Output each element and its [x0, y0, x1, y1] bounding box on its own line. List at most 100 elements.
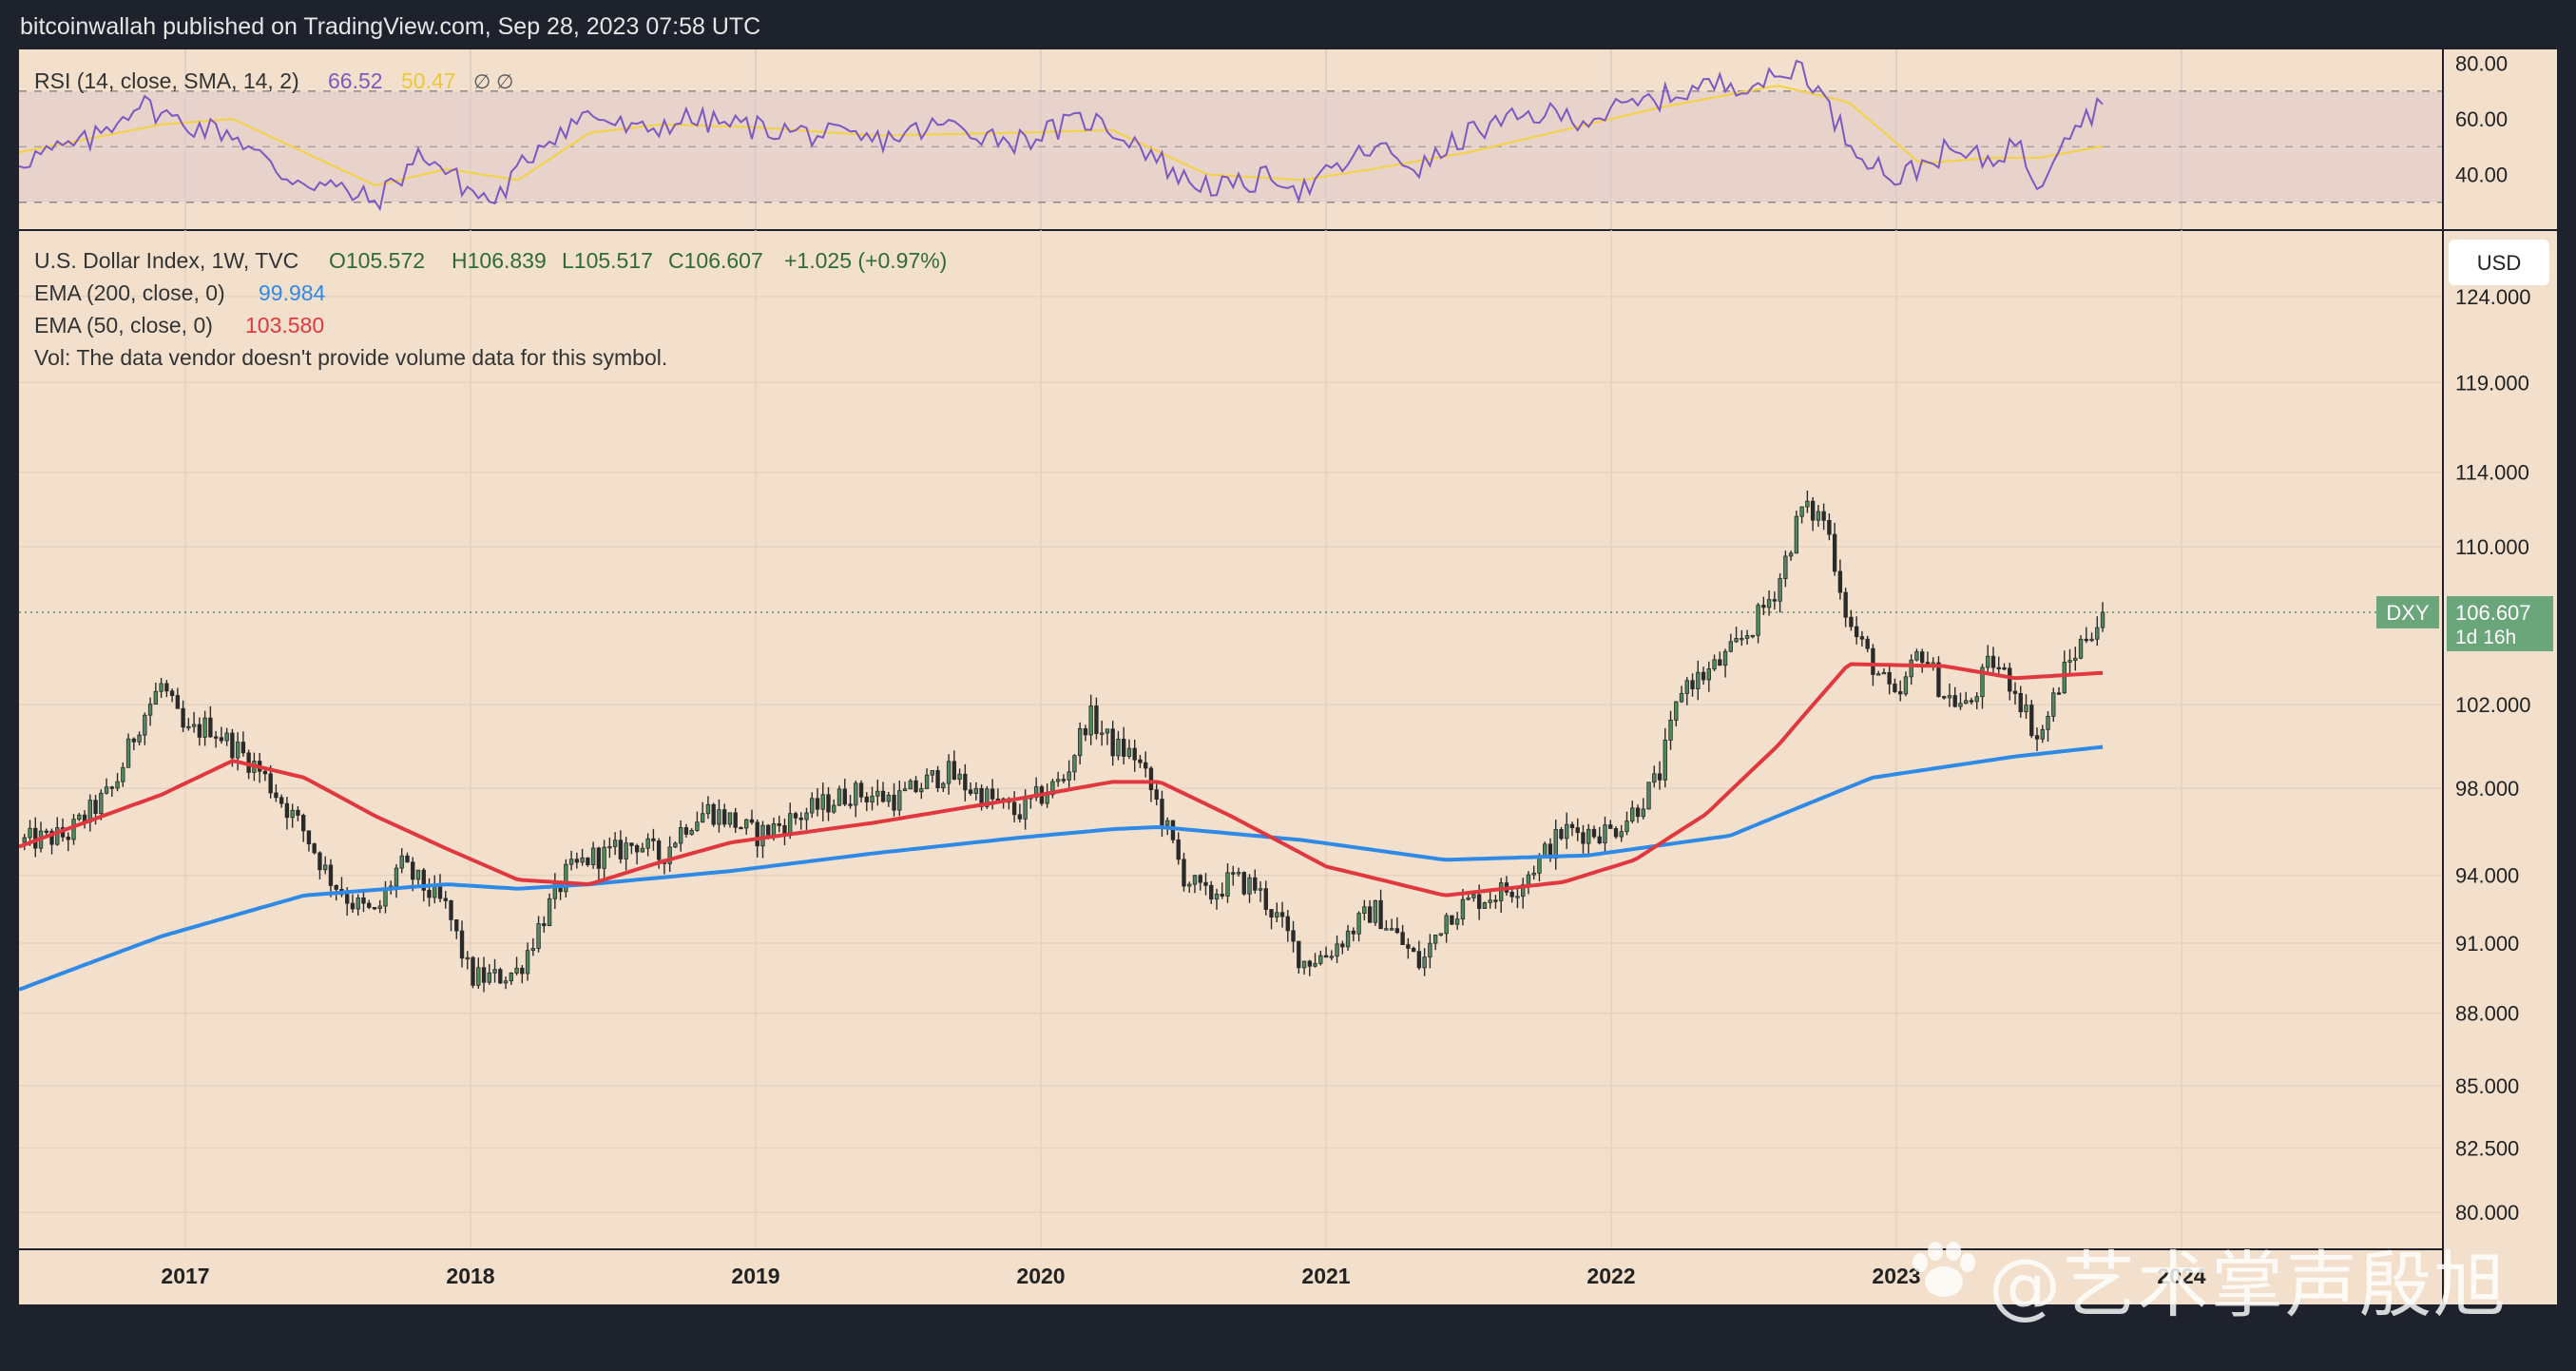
time-axis[interactable]: 2017 2018 2019 2020 2021 2022 2023 2024 [19, 1248, 2443, 1288]
published-line: bitcoinwallah published on TradingView.c… [20, 13, 761, 40]
candle-body [1543, 843, 1548, 857]
candle-body [771, 822, 777, 836]
ema200-label: EMA (200, close, 0) [34, 280, 225, 305]
candle-body [197, 724, 202, 738]
candle-body [137, 734, 142, 743]
candle-body [427, 889, 432, 898]
rsi-sma-value: 50.47 [401, 68, 456, 93]
candle-body [323, 864, 328, 871]
chart-svg[interactable]: RSI (14, close, SMA, 14, 2) 66.52 50.47 … [18, 49, 2557, 1304]
candle-body [334, 885, 338, 890]
candle-body [1471, 894, 1476, 898]
candle-body [596, 847, 602, 869]
candle-body [1986, 655, 1990, 668]
rsi-pane[interactable]: RSI (14, close, SMA, 14, 2) 66.52 50.47 … [18, 49, 2443, 230]
candle-body [1138, 759, 1143, 763]
candle-body [985, 788, 990, 807]
main-pane[interactable]: U.S. Dollar Index, 1W, TVC O105.572 H106… [18, 230, 2443, 1249]
candle-body [1144, 762, 1148, 769]
candle-body [2062, 661, 2067, 694]
candle-body [1389, 928, 1394, 931]
candle-body [1061, 779, 1067, 782]
price-axis[interactable]: 80.00 60.00 40.00 124.000 119.000 114.000 110… [2376, 49, 2553, 1304]
candle-body [219, 737, 224, 742]
candle-body [2024, 705, 2028, 713]
candle-body [44, 830, 48, 833]
currency-button[interactable] [2449, 240, 2549, 285]
candle-body [1307, 960, 1312, 967]
candle-body [1740, 637, 1744, 641]
candle-body [1778, 578, 1782, 602]
candle-body [1116, 739, 1121, 757]
candle-body [1761, 605, 1766, 608]
candle-body [121, 766, 125, 782]
price-axis-label: 91.000 [2455, 932, 2519, 956]
candle-body [1220, 893, 1224, 897]
candle-body [586, 857, 590, 865]
candle-body [1575, 827, 1580, 834]
candle-body [2040, 728, 2045, 740]
candle-body [109, 786, 114, 789]
candle-body [640, 847, 645, 853]
candle-body [705, 803, 711, 815]
candle-body [602, 846, 606, 869]
ohlc-high: H106.839 [452, 248, 547, 273]
candle-body [284, 802, 290, 819]
candle-body [1581, 832, 1586, 844]
candle-body [990, 788, 995, 800]
candle-body [1444, 915, 1449, 935]
candle-body [115, 781, 120, 789]
candle-body [1253, 877, 1258, 891]
candle-body [213, 736, 219, 739]
candle-body [1148, 767, 1154, 791]
candle-body [749, 819, 755, 823]
candle-body [1077, 727, 1083, 757]
candle-body [1297, 940, 1301, 969]
candle-body [202, 717, 207, 738]
candle-body [1684, 680, 1689, 694]
candle-body [1679, 692, 1684, 703]
candle-body [1827, 519, 1832, 535]
candle-body [1744, 635, 1750, 639]
candle-body [1974, 696, 1979, 703]
candle-body [235, 742, 240, 759]
price-axis-label: 98.000 [2455, 777, 2519, 801]
candle-body [717, 809, 721, 825]
candle-body [1859, 636, 1865, 640]
rsi-title: RSI (14, close, SMA, 14, 2) [34, 68, 299, 93]
candle-body [667, 846, 672, 864]
candle-body [1269, 909, 1274, 917]
candle-body [2046, 715, 2050, 730]
price-axis-label: 85.000 [2455, 1074, 2519, 1098]
candle-body [1969, 700, 1974, 703]
candle-body [695, 821, 700, 831]
candle-body [810, 798, 815, 814]
candle-body [777, 822, 781, 826]
candle-body [1849, 616, 1854, 628]
candle-body [1176, 839, 1181, 860]
candle-body [1515, 896, 1520, 898]
candle-body [1854, 626, 1859, 638]
candle-body [290, 809, 295, 819]
candle-body [415, 869, 421, 880]
candle-body [832, 804, 836, 813]
candle-body [1920, 651, 1925, 664]
candle-body [1887, 671, 1892, 685]
candle-body [618, 840, 624, 859]
candle-body [1805, 500, 1810, 508]
candle-body [1531, 872, 1536, 876]
candle-body [1488, 899, 1492, 903]
candle-body [1214, 893, 1220, 900]
candle-body [1559, 829, 1564, 840]
candle-body [1690, 680, 1695, 689]
candle-body [842, 788, 847, 805]
candle-body [1083, 727, 1088, 736]
chart-frame[interactable]: RSI (14, close, SMA, 14, 2) 66.52 50.47 … [18, 49, 2557, 1304]
time-axis-labels: 2017 2018 2019 2020 2021 2022 2023 2024 [161, 1264, 2205, 1288]
candle-body [328, 864, 334, 886]
candle-body [159, 683, 163, 692]
candle-body [1373, 899, 1378, 923]
symbol-line: U.S. Dollar Index, 1W, TVC [34, 248, 298, 273]
candle-body [1340, 943, 1345, 948]
